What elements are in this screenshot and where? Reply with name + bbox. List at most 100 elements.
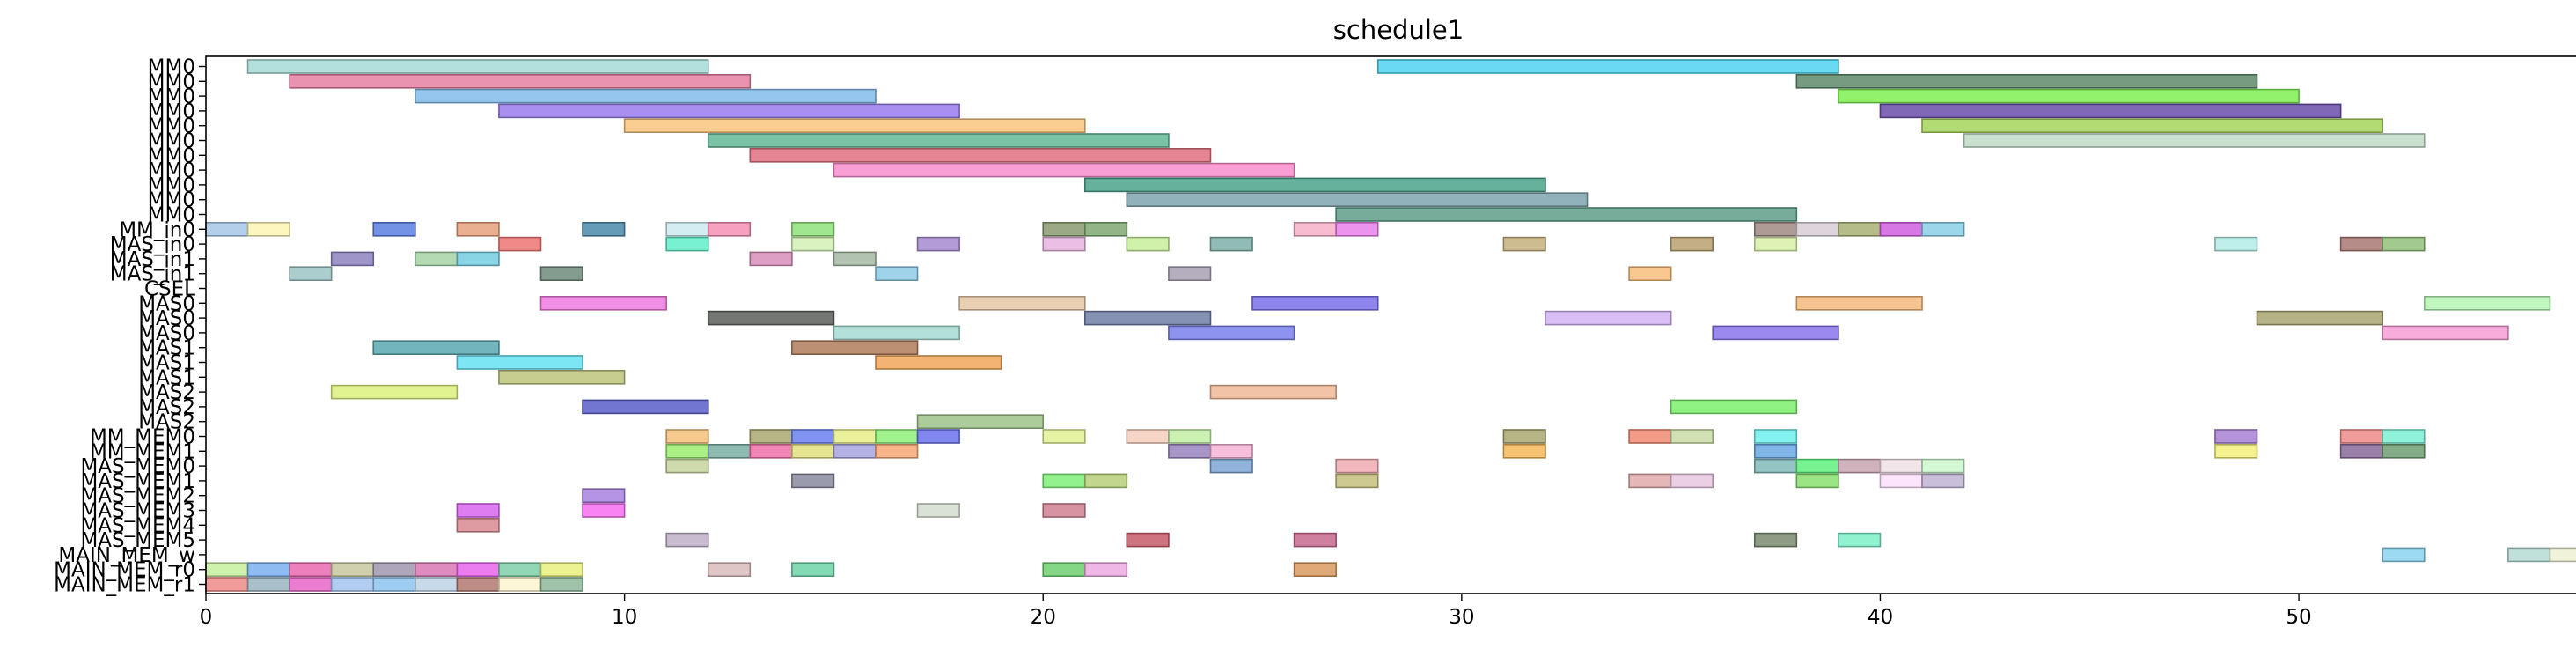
task-bar <box>1670 473 1714 489</box>
task-bar <box>539 577 583 592</box>
task-bar <box>1168 325 1295 341</box>
task-bar <box>582 222 626 237</box>
plot-frame <box>205 55 2576 594</box>
task-bar <box>1168 429 1212 444</box>
task-bar <box>1753 222 1798 237</box>
y-tick-label: MAS1 <box>138 352 195 375</box>
task-bar <box>330 577 375 592</box>
task-bar <box>582 399 709 415</box>
task-bar <box>456 562 500 578</box>
task-bar <box>1795 458 1839 474</box>
task-bar <box>958 295 1086 311</box>
task-bar <box>2382 236 2426 252</box>
task-bar <box>1335 207 1798 222</box>
task-bar <box>415 577 459 592</box>
task-bar <box>1083 473 1128 489</box>
y-tick-label: MM0 <box>148 130 195 153</box>
task-bar <box>2214 236 2258 252</box>
task-bar <box>1545 310 1672 326</box>
task-bar <box>2256 310 2383 326</box>
task-bar <box>1042 429 1086 444</box>
task-bar <box>372 340 500 356</box>
task-bar <box>1042 222 1086 237</box>
y-tick-label: MAS1 <box>138 337 195 360</box>
task-bar <box>1209 443 1253 459</box>
task-bar <box>289 74 752 89</box>
y-tick-label: MM_MEM0 <box>90 426 195 449</box>
task-bar <box>875 355 1002 370</box>
task-bar <box>372 577 416 592</box>
task-bars <box>205 59 2576 592</box>
task-bar <box>1753 458 1798 474</box>
x-tick-label: 0 <box>200 606 213 629</box>
task-bar <box>246 59 709 74</box>
task-bar <box>1293 532 1337 548</box>
y-tick-label: MAS_MEM5 <box>80 529 195 552</box>
task-bar <box>1209 236 1253 252</box>
task-bar <box>833 162 1295 178</box>
task-bar <box>246 222 290 237</box>
task-bar <box>1628 266 1672 282</box>
task-bar <box>1879 222 1923 237</box>
x-tick-label: 50 <box>2286 606 2311 629</box>
task-bar <box>1042 473 1086 489</box>
y-tick-label: MAS1 <box>138 366 195 389</box>
task-bar <box>2382 325 2509 341</box>
y-tick-label: MAS2 <box>138 396 195 419</box>
task-bar <box>289 266 333 282</box>
task-bar <box>415 562 459 578</box>
task-bar <box>623 118 1086 133</box>
task-bar <box>707 222 752 237</box>
task-bar <box>833 251 877 267</box>
task-bar <box>791 443 835 459</box>
task-bar <box>1838 532 1882 548</box>
task-bar <box>707 310 835 326</box>
task-bar <box>1670 429 1714 444</box>
task-bar <box>1670 399 1798 415</box>
task-bar <box>1838 458 1882 474</box>
y-tick-label: MAS_in0 <box>110 233 195 256</box>
task-bar <box>791 562 835 578</box>
y-tick-label: MAS0 <box>138 322 195 345</box>
task-bar <box>1795 222 1839 237</box>
task-bar <box>205 577 249 592</box>
task-bar <box>665 222 709 237</box>
task-bar <box>1502 443 1546 459</box>
task-bar <box>1795 473 1839 489</box>
y-tick-label: MAIN_MEM_w <box>58 544 195 567</box>
task-bar <box>498 103 960 119</box>
task-bar <box>749 429 793 444</box>
task-bar <box>749 443 793 459</box>
task-bar <box>2549 547 2576 563</box>
task-bar <box>665 429 709 444</box>
task-bar <box>791 340 919 356</box>
task-bar <box>1753 532 1798 548</box>
x-axis: 0 10 20 30 40 50 <box>200 594 2312 629</box>
task-bar <box>1670 236 1714 252</box>
task-bar <box>749 251 793 267</box>
task-bar <box>833 325 960 341</box>
y-tick-label: MAIN_MEM_r0 <box>54 559 195 582</box>
task-bar <box>456 517 500 533</box>
y-tick-label: MM0 <box>148 70 195 93</box>
task-bar <box>833 443 877 459</box>
task-bar <box>1083 177 1546 193</box>
task-bar <box>1209 458 1253 474</box>
task-bar <box>1083 310 1212 326</box>
y-tick-label: MAS_MEM0 <box>80 455 195 478</box>
task-bar <box>1921 118 2383 133</box>
task-bar <box>582 488 626 504</box>
task-bar <box>1042 236 1086 252</box>
task-bar <box>1126 429 1170 444</box>
y-tick-label: MAS_MEM1 <box>80 470 195 493</box>
task-bar <box>2339 429 2383 444</box>
task-bar <box>330 251 375 267</box>
y-tick-label: MM0 <box>148 159 195 182</box>
task-bar <box>1879 103 2342 119</box>
task-bar <box>875 429 919 444</box>
task-bar <box>1502 236 1546 252</box>
task-bar <box>246 577 290 592</box>
task-bar <box>1126 192 1589 207</box>
task-bar <box>456 503 500 518</box>
task-bar <box>289 577 333 592</box>
